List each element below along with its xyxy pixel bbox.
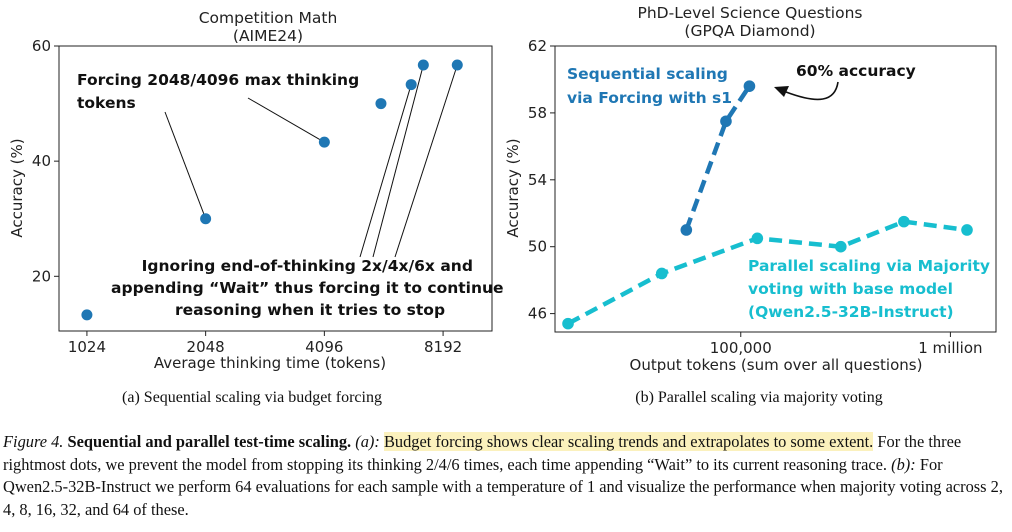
caption-part-b-label: (b): [891, 454, 916, 474]
panel-a-annotation-ignoring-line: Ignoring end-of-thinking 2x/4x/6x and [142, 257, 473, 275]
panel-a-title: Competition Math [199, 9, 338, 27]
panel-b-series-label-parallel: Parallel scaling via Majority voting wit… [748, 257, 995, 321]
data-point [375, 98, 387, 110]
panel-b-series-label-line: via Forcing with s1 [567, 89, 732, 107]
data-point [655, 267, 668, 280]
panel-b-x-axis: 100,000 1 million [710, 332, 983, 357]
panel-a-annotation-ignoring-line: appending “Wait” thus forcing it to cont… [111, 279, 504, 297]
data-point [751, 232, 764, 245]
figure: Competition Math (AIME24) 20 40 60 1024 204… [8, 4, 997, 406]
panel-a-y-axis: 20 40 60 [32, 37, 59, 285]
caption-highlighted-sentence: Budget forcing shows clear scaling trend… [383, 432, 874, 451]
panel-a-annotation-forcing: Forcing 2048/4096 max thinking tokens [77, 71, 365, 112]
figure-caption: Figure 4. Sequential and parallel test-t… [3, 431, 1005, 521]
panel-a-annotation-leaders [164, 64, 458, 258]
panel-a-annotation-forcing-line: tokens [77, 94, 136, 112]
panel-a-annotation-forcing-line: Forcing 2048/4096 max thinking [77, 71, 359, 89]
panel-b-series-label-line: Sequential scaling [567, 65, 728, 83]
data-point [451, 59, 463, 71]
data-point [417, 59, 429, 71]
panel-b-annotation-arrow [785, 81, 839, 101]
data-point [834, 240, 847, 253]
data-point [405, 79, 417, 91]
panel-a-x-axis: 1024 2048 4096 8192 [68, 331, 462, 356]
data-point [81, 309, 93, 321]
data-point [898, 215, 910, 228]
data-point [318, 136, 330, 148]
panel-b-subtitle: (GPQA Diamond) [684, 22, 815, 40]
annotation-leader-line [247, 97, 325, 143]
data-point [680, 224, 693, 236]
panel-b-title: PhD-Level Science Questions [638, 4, 863, 22]
data-point [743, 80, 756, 92]
y-tick-label: 40 [32, 152, 51, 170]
panel-a-points [81, 59, 463, 321]
caption-part-a-label: (a): [355, 432, 380, 451]
panel-b-x-label: Output tokens (sum over all questions) [630, 356, 923, 374]
sequential-series-line [684, 84, 752, 231]
y-tick-label: 54 [528, 171, 547, 189]
panel-b-annotation-arrowhead [774, 86, 789, 97]
panel-a-annotation-ignoring: Ignoring end-of-thinking 2x/4x/6x and ap… [111, 257, 509, 319]
panel-b-series [562, 80, 973, 330]
panel-a-y-label: Accuracy (%) [8, 138, 26, 237]
panel-a-subcaption: (a) Sequential scaling via budget forcin… [122, 389, 382, 406]
x-tick-label: 1024 [68, 338, 106, 356]
y-tick-label: 20 [32, 267, 51, 285]
panel-a-sequential-scaling: Competition Math (AIME24) 20 40 60 1024 204… [8, 9, 509, 406]
panel-a-annotation-ignoring-line: reasoning when it tries to stop [175, 301, 445, 319]
data-point [961, 224, 973, 236]
panel-b-y-label: Accuracy (%) [504, 138, 522, 237]
panel-b-y-axis: 46 50 54 58 62 [528, 37, 555, 323]
annotation-leader-line [164, 111, 207, 219]
data-point [562, 317, 574, 330]
y-tick-label: 58 [528, 104, 547, 122]
panel-b-series-label-line: Parallel scaling via Majority [748, 257, 990, 275]
panel-b-plot-frame [554, 45, 997, 333]
annotation-leader-line [359, 84, 412, 258]
panel-b-series-label-sequential: Sequential scaling via Forcing with s1 [567, 65, 733, 107]
parallel-series-line [566, 219, 968, 326]
panel-b-series-label-line: (Qwen2.5-32B-Instruct) [748, 303, 954, 321]
x-tick-label: 1 million [918, 339, 982, 357]
panel-a-plot-frame [58, 45, 493, 332]
panel-b-subcaption: (b) Parallel scaling via majority voting [635, 389, 883, 406]
x-tick-label: 4096 [305, 338, 343, 356]
caption-title: Sequential and parallel test-time scalin… [67, 432, 352, 451]
annotation-leader-line [394, 64, 458, 258]
panel-b-parallel-scaling: PhD-Level Science Questions (GPQA Diamon… [504, 4, 997, 406]
x-tick-label: 2048 [187, 338, 225, 356]
x-tick-label: 100,000 [710, 339, 772, 357]
x-tick-label: 8192 [424, 338, 462, 356]
data-point [200, 213, 212, 225]
panel-a-x-label: Average thinking time (tokens) [154, 354, 386, 372]
annotation-leader-line [372, 64, 424, 258]
y-tick-label: 50 [528, 238, 547, 256]
caption-figure-label: Figure 4. [3, 432, 64, 451]
y-tick-label: 60 [32, 37, 51, 55]
y-tick-label: 46 [528, 305, 547, 323]
caption-part-a-text: For the three rightmost dots, we prevent… [3, 432, 962, 474]
panel-b-series-label-line: voting with base model [748, 280, 953, 298]
y-tick-label: 62 [528, 37, 547, 55]
panel-b-annotation-60-accuracy: 60% accuracy [796, 62, 916, 80]
data-point [720, 115, 732, 128]
caption-part-b-text: For Qwen2.5-32B-Instruct we perform 64 e… [3, 454, 1003, 519]
panel-a-subtitle: (AIME24) [233, 27, 303, 45]
